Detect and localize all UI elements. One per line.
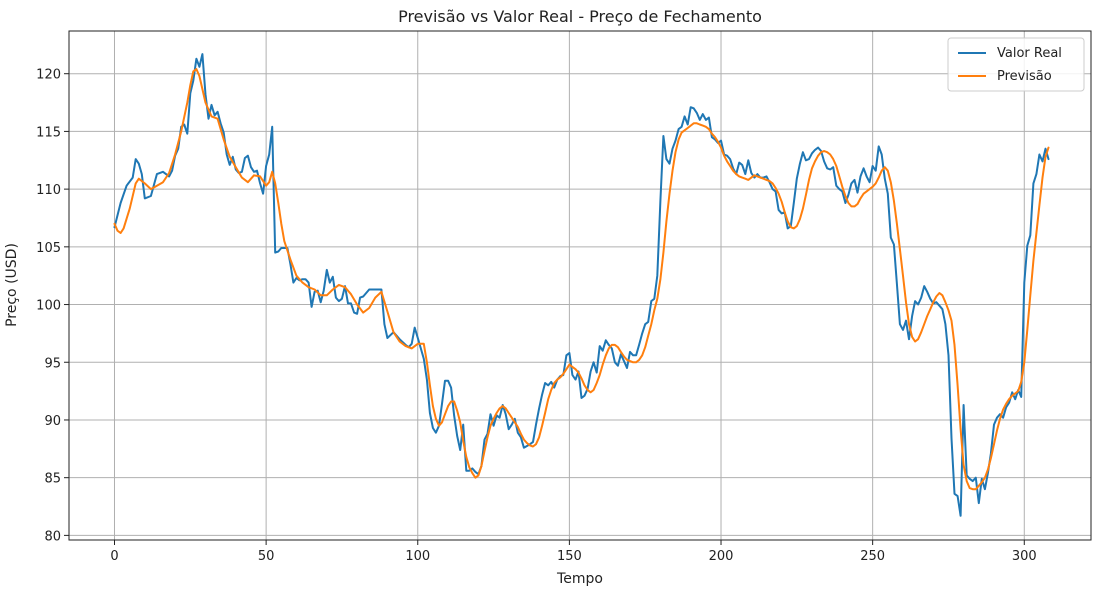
x-tick-label: 100 <box>405 549 430 564</box>
y-tick-label: 80 <box>44 529 61 544</box>
x-tick-label: 250 <box>860 549 885 564</box>
y-axis-label: Preço (USD) <box>4 243 20 327</box>
grid-lines <box>69 31 1091 540</box>
legend-box <box>947 37 1085 92</box>
x-axis-label: Tempo <box>556 571 603 587</box>
x-tick-label: 50 <box>258 549 275 564</box>
y-tick-label: 85 <box>44 472 61 487</box>
y-tick-label: 100 <box>36 299 61 314</box>
legend: Valor Real Previsão <box>947 37 1085 92</box>
series-layer <box>113 53 1050 517</box>
y-tick-label: 115 <box>36 125 61 140</box>
plot-frame <box>68 30 1092 541</box>
x-tick-label: 200 <box>709 549 734 564</box>
chart-title: Previsão vs Valor Real - Preço de Fecham… <box>398 7 762 26</box>
x-tick-label: 0 <box>110 549 118 564</box>
y-tick-label: 120 <box>36 68 61 83</box>
y-tick-label: 90 <box>44 414 61 429</box>
y-tick-label: 105 <box>36 241 61 256</box>
legend-label-previsao: Previsão <box>997 69 1052 84</box>
y-tick-label: 110 <box>36 183 61 198</box>
x-axis: 0 50 100 150 200 250 300 <box>110 540 1037 564</box>
y-tick-label: 95 <box>44 356 61 371</box>
legend-label-valor-real: Valor Real <box>997 46 1062 61</box>
series-line-previsao <box>113 68 1050 491</box>
x-tick-label: 300 <box>1012 549 1037 564</box>
x-tick-label: 150 <box>557 549 582 564</box>
y-axis: 80 85 90 95 100 105 110 115 120 <box>36 68 69 544</box>
